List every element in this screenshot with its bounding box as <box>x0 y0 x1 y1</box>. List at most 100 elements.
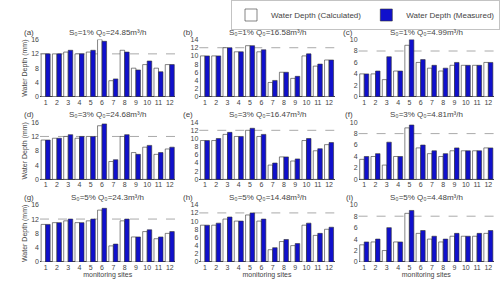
svg-text:4: 4 <box>194 77 198 84</box>
svg-text:4: 4 <box>78 264 82 271</box>
svg-text:8: 8 <box>123 181 127 188</box>
svg-text:9: 9 <box>453 181 457 188</box>
svg-text:7: 7 <box>271 181 275 188</box>
svg-text:8: 8 <box>123 264 127 271</box>
svg-text:9: 9 <box>134 264 138 271</box>
svg-text:10: 10 <box>190 52 198 59</box>
svg-text:7: 7 <box>111 99 115 106</box>
svg-text:10: 10 <box>350 119 358 126</box>
svg-text:7: 7 <box>271 99 275 106</box>
svg-text:11: 11 <box>473 99 480 106</box>
svg-text:7: 7 <box>430 181 434 188</box>
svg-text:8: 8 <box>194 61 198 68</box>
svg-text:8: 8 <box>194 143 198 150</box>
svg-text:9: 9 <box>293 264 297 271</box>
svg-text:0: 0 <box>35 258 39 265</box>
svg-text:11: 11 <box>473 264 480 271</box>
svg-text:S₀=3% Q₀=16.47m³/h: S₀=3% Q₀=16.47m³/h <box>229 110 306 119</box>
svg-text:12: 12 <box>190 44 198 51</box>
svg-text:7: 7 <box>111 181 115 188</box>
svg-text:5: 5 <box>89 181 93 188</box>
svg-text:1: 1 <box>203 181 207 188</box>
svg-text:9: 9 <box>453 264 457 271</box>
svg-text:8: 8 <box>354 213 358 220</box>
svg-text:10: 10 <box>143 181 151 188</box>
svg-text:10: 10 <box>143 99 151 106</box>
svg-text:2: 2 <box>374 99 378 106</box>
svg-text:10: 10 <box>143 264 151 271</box>
svg-text:2: 2 <box>374 264 378 271</box>
svg-text:6: 6 <box>194 234 198 241</box>
svg-text:12: 12 <box>31 50 39 57</box>
svg-text:4: 4 <box>396 99 400 106</box>
svg-text:monitoring sites: monitoring sites <box>242 271 292 279</box>
svg-text:4: 4 <box>194 242 198 249</box>
svg-text:2: 2 <box>214 264 218 271</box>
svg-text:8: 8 <box>35 147 39 154</box>
svg-text:5: 5 <box>248 181 252 188</box>
svg-text:2: 2 <box>55 181 59 188</box>
svg-text:12: 12 <box>484 264 492 271</box>
svg-text:4: 4 <box>396 264 400 271</box>
svg-text:5: 5 <box>248 99 252 106</box>
svg-text:2: 2 <box>194 250 198 257</box>
svg-text:12: 12 <box>166 99 174 106</box>
svg-text:14: 14 <box>190 119 198 126</box>
svg-text:5: 5 <box>89 99 93 106</box>
svg-text:4: 4 <box>354 153 358 160</box>
svg-text:1: 1 <box>44 99 48 106</box>
svg-text:10: 10 <box>462 264 470 271</box>
svg-text:6: 6 <box>194 151 198 158</box>
svg-text:10: 10 <box>350 201 358 208</box>
svg-text:(d): (d) <box>24 110 34 119</box>
svg-text:3: 3 <box>385 181 389 188</box>
svg-text:8: 8 <box>35 230 39 237</box>
svg-text:0: 0 <box>35 176 39 183</box>
svg-text:S₀=1% Q₀=24.85m³/h: S₀=1% Q₀=24.85m³/h <box>69 28 146 37</box>
svg-text:11: 11 <box>473 181 480 188</box>
svg-text:12: 12 <box>325 181 333 188</box>
svg-text:3: 3 <box>66 99 70 106</box>
svg-text:0: 0 <box>354 93 358 100</box>
svg-text:11: 11 <box>314 264 321 271</box>
svg-text:7: 7 <box>430 99 434 106</box>
svg-text:11: 11 <box>314 181 321 188</box>
svg-text:9: 9 <box>293 181 297 188</box>
svg-text:monitoring sites: monitoring sites <box>402 271 452 279</box>
svg-text:5: 5 <box>407 181 411 188</box>
svg-text:3: 3 <box>226 264 230 271</box>
svg-text:Water Depth (mm): Water Depth (mm) <box>21 40 29 97</box>
svg-text:6: 6 <box>194 69 198 76</box>
svg-text:10: 10 <box>303 99 311 106</box>
svg-text:4: 4 <box>354 236 358 243</box>
svg-text:S₀=5% Q₀=4.48m³/h: S₀=5% Q₀=4.48m³/h <box>390 193 463 202</box>
svg-text:S₀=1% Q₀=4.99m³/h: S₀=1% Q₀=4.99m³/h <box>390 28 463 37</box>
svg-text:Water Depth (Measured): Water Depth (Measured) <box>406 11 494 20</box>
svg-text:2: 2 <box>194 168 198 175</box>
svg-text:S₀=1% Q₀=16.58m³/h: S₀=1% Q₀=16.58m³/h <box>229 28 306 37</box>
svg-text:(b): (b) <box>183 28 193 37</box>
svg-text:1: 1 <box>203 264 207 271</box>
svg-text:S₀=3% Q₀=24.68m³/h: S₀=3% Q₀=24.68m³/h <box>69 110 146 119</box>
svg-text:10: 10 <box>350 36 358 43</box>
svg-text:2: 2 <box>214 99 218 106</box>
svg-text:12: 12 <box>31 216 39 223</box>
svg-text:10: 10 <box>303 181 311 188</box>
svg-text:3: 3 <box>66 264 70 271</box>
svg-text:7: 7 <box>111 264 115 271</box>
svg-text:6: 6 <box>354 224 358 231</box>
svg-text:1: 1 <box>44 181 48 188</box>
svg-text:4: 4 <box>35 79 39 86</box>
svg-text:12: 12 <box>190 127 198 134</box>
svg-text:0: 0 <box>35 93 39 100</box>
svg-text:(i): (i) <box>346 193 353 202</box>
svg-text:6: 6 <box>259 181 263 188</box>
svg-text:10: 10 <box>190 135 198 142</box>
svg-text:8: 8 <box>354 47 358 54</box>
svg-text:8: 8 <box>282 181 286 188</box>
svg-text:4: 4 <box>354 70 358 77</box>
svg-text:(c): (c) <box>343 28 353 37</box>
svg-text:2: 2 <box>214 181 218 188</box>
svg-text:4: 4 <box>78 181 82 188</box>
svg-text:(e): (e) <box>183 110 193 119</box>
